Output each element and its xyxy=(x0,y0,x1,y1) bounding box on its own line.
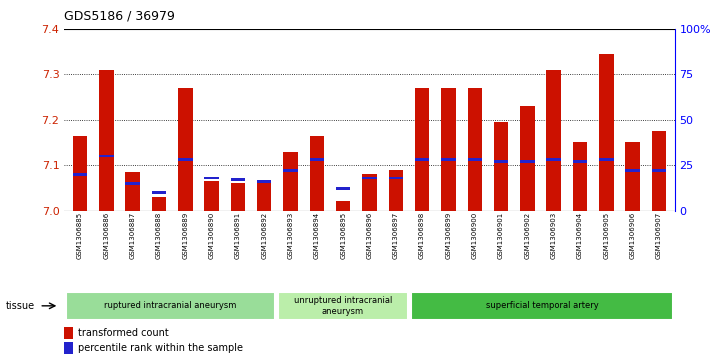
Text: GDS5186 / 36979: GDS5186 / 36979 xyxy=(64,9,175,22)
Bar xyxy=(231,178,245,181)
Text: ruptured intracranial aneurysm: ruptured intracranial aneurysm xyxy=(104,301,236,310)
Text: transformed count: transformed count xyxy=(78,328,169,338)
Bar xyxy=(178,158,193,161)
Bar xyxy=(126,182,140,185)
Bar xyxy=(152,191,166,194)
Text: unruptured intracranial
aneurysm: unruptured intracranial aneurysm xyxy=(293,296,392,315)
Bar xyxy=(625,142,640,211)
Bar xyxy=(546,158,561,161)
Bar xyxy=(231,183,245,211)
FancyBboxPatch shape xyxy=(411,292,673,320)
Bar xyxy=(178,88,193,211)
Bar xyxy=(126,172,140,211)
Bar xyxy=(64,342,73,354)
Bar xyxy=(283,169,298,172)
Bar xyxy=(573,142,587,211)
Bar xyxy=(204,176,219,179)
Bar xyxy=(283,152,298,211)
Bar xyxy=(415,88,429,211)
Text: percentile rank within the sample: percentile rank within the sample xyxy=(78,343,243,353)
FancyBboxPatch shape xyxy=(66,292,276,320)
Bar xyxy=(336,201,351,211)
Bar xyxy=(310,158,324,161)
Bar xyxy=(362,174,377,211)
Bar xyxy=(257,180,271,183)
Bar xyxy=(73,173,87,176)
Bar xyxy=(388,176,403,179)
Bar xyxy=(520,160,535,163)
Bar xyxy=(494,122,508,211)
Text: tissue: tissue xyxy=(6,301,35,311)
Bar xyxy=(599,54,613,211)
Bar xyxy=(546,70,561,211)
FancyBboxPatch shape xyxy=(278,292,408,320)
Bar xyxy=(573,160,587,163)
Bar xyxy=(441,158,456,161)
Bar xyxy=(415,158,429,161)
Bar xyxy=(73,136,87,211)
Bar xyxy=(599,158,613,161)
Bar xyxy=(388,170,403,211)
Bar xyxy=(468,158,482,161)
Bar xyxy=(257,181,271,211)
Bar xyxy=(441,88,456,211)
Bar xyxy=(99,70,114,211)
Bar xyxy=(336,187,351,190)
Bar xyxy=(625,169,640,172)
Bar xyxy=(99,155,114,158)
Bar xyxy=(468,88,482,211)
Bar xyxy=(152,197,166,211)
Bar xyxy=(64,327,73,339)
Bar xyxy=(494,160,508,163)
Bar xyxy=(652,169,666,172)
Bar xyxy=(520,106,535,211)
Bar xyxy=(652,131,666,211)
Bar xyxy=(310,136,324,211)
Bar xyxy=(362,176,377,179)
Bar xyxy=(204,181,219,211)
Text: superficial temporal artery: superficial temporal artery xyxy=(486,301,598,310)
